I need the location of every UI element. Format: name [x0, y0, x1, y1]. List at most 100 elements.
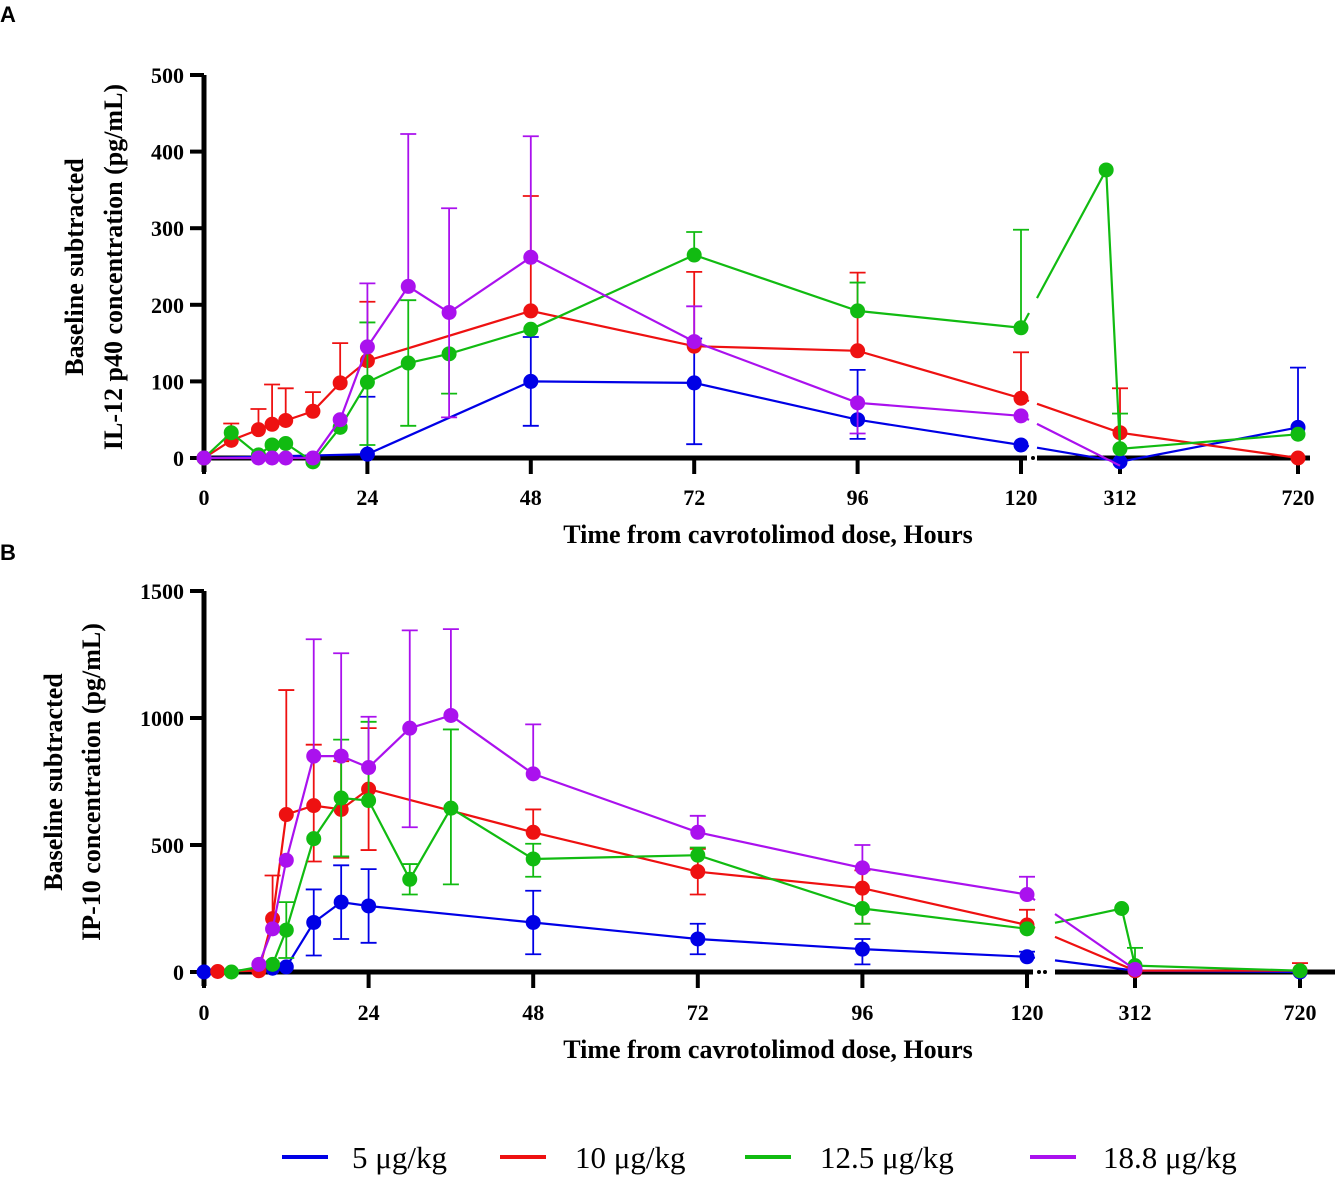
- data-point: [332, 375, 348, 391]
- legend-label: 12.5 μg/kg: [820, 1140, 954, 1175]
- x-tick-label: 24: [356, 485, 378, 510]
- data-point: [251, 956, 267, 972]
- x-tick-label: 120: [1011, 1000, 1044, 1025]
- data-point: [402, 871, 418, 887]
- data-point: [196, 964, 212, 980]
- data-point: [400, 355, 416, 371]
- data-point: [690, 824, 706, 840]
- data-point: [1114, 901, 1130, 916]
- data-point: [305, 403, 321, 419]
- data-point: [1292, 963, 1308, 979]
- data-point: [278, 852, 294, 868]
- data-point: [264, 450, 280, 466]
- data-point: [1112, 454, 1128, 470]
- x-tick-label: 96: [847, 485, 869, 510]
- x-tick-label: 48: [522, 1000, 544, 1025]
- x-tick-label: 312: [1119, 1000, 1152, 1025]
- legend: 5 μg/kg 10 μg/kg 12.5 μg/kg 18.8 μg/kg: [282, 1140, 1237, 1175]
- axis-break-dot: [1031, 456, 1035, 460]
- x-tick-label: 96: [851, 1000, 873, 1025]
- series-12-5gkg-group: [223, 720, 1308, 980]
- data-point: [223, 425, 239, 441]
- data-point: [361, 793, 377, 809]
- data-point: [441, 304, 457, 320]
- series-line: [231, 796, 1301, 974]
- data-point: [1019, 921, 1035, 937]
- x-tick-label: 0: [199, 485, 210, 510]
- data-point: [333, 748, 349, 764]
- data-point: [210, 963, 226, 979]
- data-point: [1013, 320, 1029, 336]
- legend-label: 18.8 μg/kg: [1103, 1140, 1237, 1175]
- data-point: [686, 375, 702, 391]
- legend-label: 5 μg/kg: [352, 1140, 447, 1175]
- x-tick-label: 720: [1284, 1000, 1317, 1025]
- x-tick-label: 48: [520, 485, 542, 510]
- data-point: [264, 437, 280, 453]
- data-point: [443, 800, 459, 816]
- series-10gkg-group: [196, 195, 1306, 466]
- y-tick-label: 400: [151, 140, 184, 165]
- panel-letter-a: A: [0, 2, 16, 27]
- data-point: [306, 798, 322, 814]
- y-axis-title-line1: Baseline subtracted: [39, 673, 68, 891]
- data-point: [278, 959, 294, 975]
- data-point: [690, 864, 706, 880]
- data-point: [1013, 408, 1029, 424]
- x-axis-title: Time from cavrotolimod dose, Hours: [563, 1035, 972, 1064]
- axis-break-dot: [1037, 970, 1041, 974]
- data-point: [686, 334, 702, 350]
- y-tick-label: 500: [151, 833, 184, 858]
- data-point: [525, 824, 541, 840]
- data-point: [850, 303, 866, 319]
- x-tick-label: 312: [1104, 485, 1137, 510]
- x-tick-label: 24: [358, 1000, 380, 1025]
- data-point: [278, 435, 294, 451]
- x-tick-label: 0: [199, 1000, 210, 1025]
- series-12-5gkg-group: [196, 162, 1306, 470]
- y-axis-title-line2: IP-10 concentration (pg/mL): [77, 623, 106, 941]
- data-point: [196, 450, 212, 466]
- data-point: [400, 278, 416, 294]
- data-point: [523, 321, 539, 337]
- series-18-8gkg-group: [196, 133, 1121, 467]
- data-point: [1013, 437, 1029, 453]
- data-point: [1127, 961, 1143, 977]
- x-tick-label: 720: [1282, 485, 1315, 510]
- data-point: [305, 450, 321, 466]
- data-point: [854, 941, 870, 957]
- data-point: [854, 860, 870, 876]
- y-tick-label: 100: [151, 369, 184, 394]
- data-point: [278, 922, 294, 938]
- y-tick-label: 0: [173, 960, 184, 985]
- data-point: [306, 748, 322, 764]
- data-point: [443, 707, 459, 723]
- y-tick-label: 200: [151, 293, 184, 318]
- data-point: [850, 395, 866, 411]
- data-point: [1019, 887, 1035, 903]
- data-point: [690, 847, 706, 863]
- y-axis-title-line2: IL-12 p40 concentration (pg/mL): [99, 84, 128, 450]
- data-point: [223, 964, 239, 980]
- data-point: [1290, 450, 1306, 466]
- data-point: [525, 851, 541, 867]
- data-point: [1013, 390, 1029, 406]
- data-point: [278, 412, 294, 428]
- data-point: [850, 343, 866, 359]
- x-tick-label: 120: [1005, 485, 1038, 510]
- x-tick-label: 72: [683, 485, 705, 510]
- series-line: [217, 787, 1300, 973]
- data-point: [250, 422, 266, 438]
- data-point: [1019, 949, 1035, 965]
- y-tick-label: 500: [151, 63, 184, 88]
- data-point: [333, 894, 349, 910]
- data-point: [525, 766, 541, 782]
- data-point: [250, 450, 266, 466]
- data-point: [332, 412, 348, 428]
- panel-a-chart: 0 100 200 300 400 500 0 24 48 72 96 120 312 720 Time f…: [60, 63, 1315, 549]
- data-point: [854, 880, 870, 896]
- data-point: [523, 249, 539, 265]
- data-point: [402, 720, 418, 736]
- data-point: [523, 373, 539, 389]
